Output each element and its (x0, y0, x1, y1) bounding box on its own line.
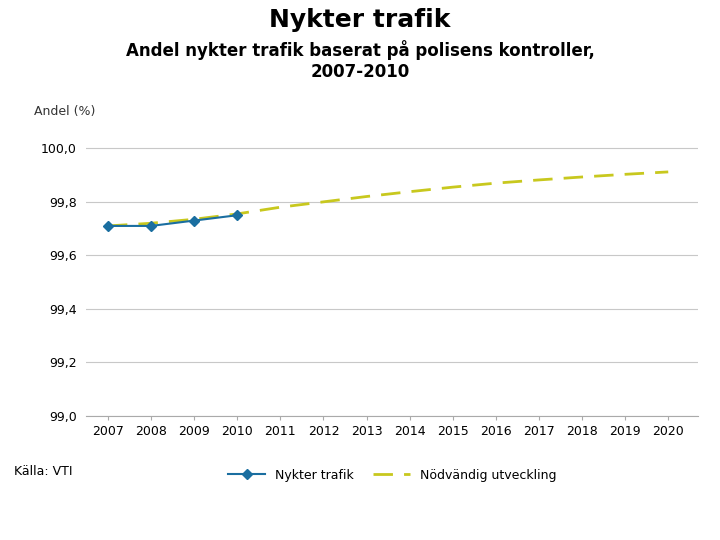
Text: TRAFIKVERKET: TRAFIKVERKET (581, 510, 698, 524)
Nödvändig utveckling (577, 174, 586, 180)
Text: 3/25/2020: 3/25/2020 (50, 512, 107, 522)
Nödvändig utveckling (621, 171, 629, 178)
Text: ⚔: ⚔ (608, 508, 624, 526)
Line: Nödvändig utveckling: Nödvändig utveckling (108, 172, 668, 226)
Line: Nykter trafik: Nykter trafik (104, 212, 240, 230)
Nödvändig utveckling (535, 177, 544, 183)
Nödvändig utveckling (362, 193, 371, 200)
Nödvändig utveckling (276, 204, 284, 211)
Nödvändig utveckling (147, 220, 156, 226)
Text: Andel (%): Andel (%) (35, 105, 96, 118)
Text: 13: 13 (14, 512, 28, 522)
Nödvändig utveckling (104, 222, 112, 229)
Nykter trafik (233, 212, 242, 219)
Nykter trafik (147, 222, 156, 229)
Nykter trafik (104, 222, 112, 229)
Legend: Nykter trafik, Nödvändig utveckling: Nykter trafik, Nödvändig utveckling (223, 464, 562, 487)
Nödvändig utveckling (449, 184, 457, 191)
Nödvändig utveckling (190, 216, 199, 222)
Nödvändig utveckling (492, 180, 500, 186)
Nödvändig utveckling (319, 199, 328, 205)
Nödvändig utveckling (405, 188, 414, 195)
Nödvändig utveckling (233, 211, 242, 217)
Nödvändig utveckling (664, 168, 672, 175)
Text: Källa: VTI: Källa: VTI (14, 465, 73, 478)
Nykter trafik (190, 217, 199, 224)
Text: Andel nykter trafik baserat på polisens kontroller,
2007-2010: Andel nykter trafik baserat på polisens … (125, 40, 595, 82)
Text: Nykter trafik: Nykter trafik (269, 8, 451, 32)
